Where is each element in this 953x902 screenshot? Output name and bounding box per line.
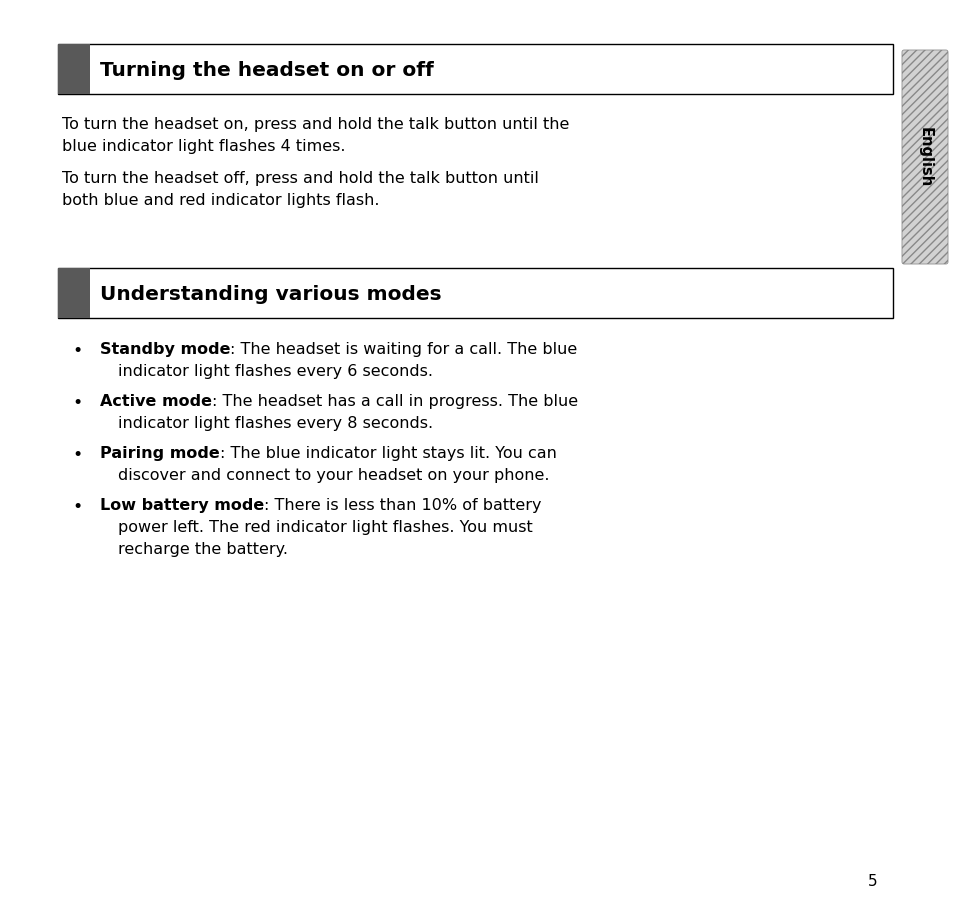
Text: both blue and red indicator lights flash.: both blue and red indicator lights flash…	[62, 193, 379, 208]
Text: : The headset has a call in progress. The blue: : The headset has a call in progress. Th…	[212, 394, 578, 409]
Text: blue indicator light flashes 4 times.: blue indicator light flashes 4 times.	[62, 139, 345, 154]
Text: indicator light flashes every 6 seconds.: indicator light flashes every 6 seconds.	[118, 364, 433, 379]
Text: : The headset is waiting for a call. The blue: : The headset is waiting for a call. The…	[231, 342, 578, 357]
FancyBboxPatch shape	[901, 50, 947, 264]
Bar	[58, 44, 892, 94]
Text: discover and connect to your headset on your phone.: discover and connect to your headset on …	[118, 468, 549, 483]
Text: Standby mode: Standby mode	[100, 342, 231, 357]
Bar	[58, 268, 892, 318]
Text: Active mode: Active mode	[100, 394, 212, 409]
Text: indicator light flashes every 8 seconds.: indicator light flashes every 8 seconds.	[118, 416, 433, 431]
Text: Pairing mode: Pairing mode	[100, 446, 219, 461]
Text: To turn the headset on, press and hold the talk button until the: To turn the headset on, press and hold t…	[62, 117, 569, 132]
Bar	[58, 44, 90, 94]
Text: •: •	[72, 394, 83, 412]
Text: •: •	[72, 446, 83, 464]
Text: Turning the headset on or off: Turning the headset on or off	[100, 60, 434, 79]
Text: : The blue indicator light stays lit. You can: : The blue indicator light stays lit. Yo…	[219, 446, 556, 461]
Text: Low battery mode: Low battery mode	[100, 498, 264, 513]
Text: recharge the battery.: recharge the battery.	[118, 542, 288, 557]
Text: •: •	[72, 498, 83, 516]
Text: •: •	[72, 342, 83, 360]
Text: To turn the headset off, press and hold the talk button until: To turn the headset off, press and hold …	[62, 171, 538, 186]
Text: Understanding various modes: Understanding various modes	[100, 284, 441, 303]
Text: 5: 5	[867, 874, 877, 889]
Bar	[58, 268, 90, 318]
Text: power left. The red indicator light flashes. You must: power left. The red indicator light flas…	[118, 520, 532, 535]
Text: : There is less than 10% of battery: : There is less than 10% of battery	[264, 498, 541, 513]
Text: English: English	[917, 127, 931, 187]
